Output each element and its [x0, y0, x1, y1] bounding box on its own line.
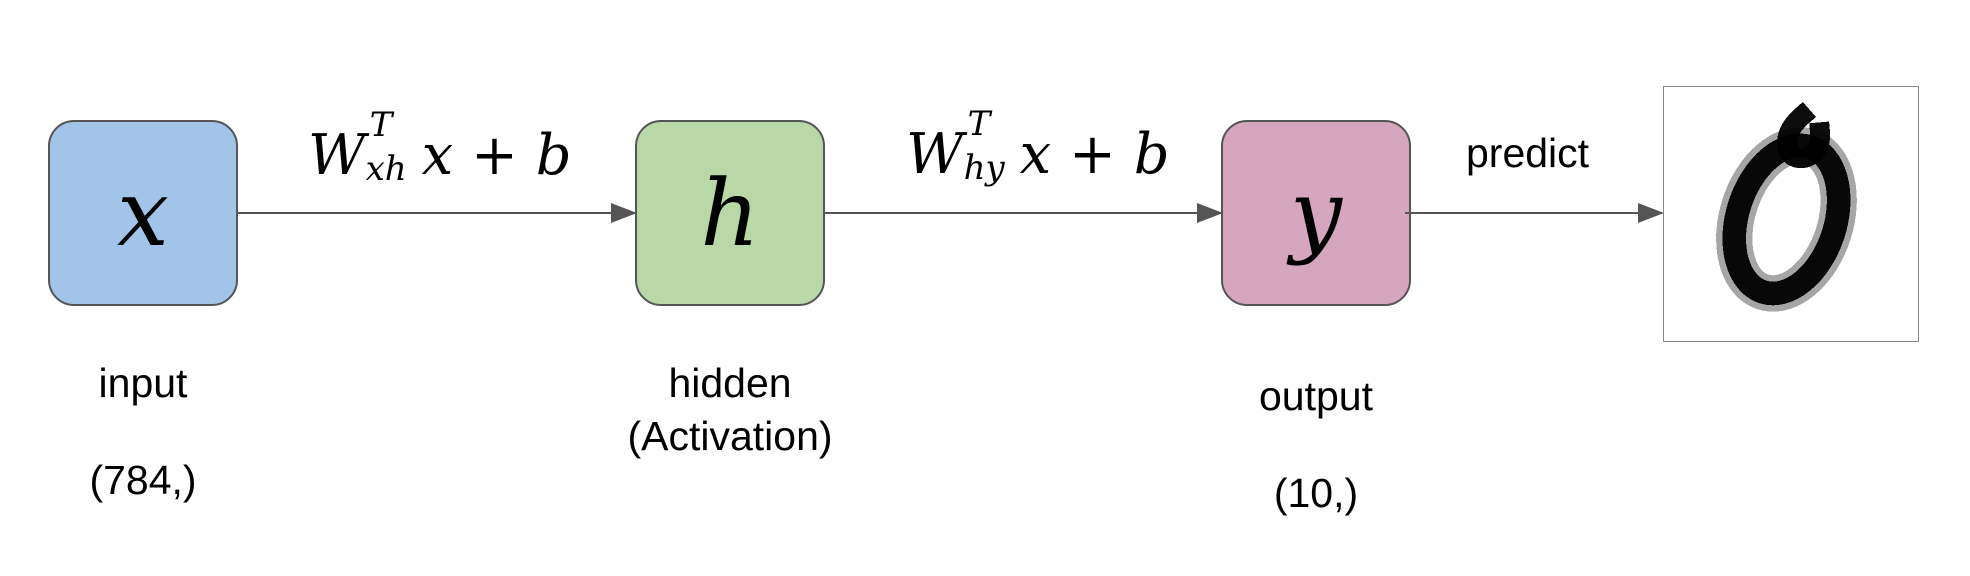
digit-zero-icon: [1716, 101, 1857, 312]
input-node: x: [48, 120, 238, 306]
weight-subscript: xh: [365, 149, 407, 189]
output-symbol: y: [1290, 159, 1342, 267]
plus-sign: +: [1051, 122, 1134, 187]
weight-symbol: W: [906, 122, 964, 187]
mnist-digit-image: [1663, 86, 1919, 342]
arrowhead-icon: [611, 203, 637, 223]
weight-subscript: hy: [963, 148, 1005, 188]
input-name-label: input: [98, 360, 188, 406]
hidden-name-label: hidden: [668, 360, 792, 406]
input-variable: x: [1019, 122, 1052, 187]
edge-output-to-prediction: [1405, 203, 1664, 223]
transpose-superscript: T: [369, 105, 393, 145]
predict-label: predict: [1466, 130, 1590, 176]
input-shape-label: (784,): [89, 457, 197, 503]
bias-symbol: b: [535, 123, 572, 188]
hidden-node: h: [635, 120, 825, 306]
arrowhead-icon: [1638, 203, 1664, 223]
edge-hidden-to-output: [825, 203, 1223, 223]
hidden-symbol: h: [700, 159, 760, 267]
input-variable: x: [421, 123, 454, 188]
weight-symbol: W: [308, 123, 366, 188]
output-shape-label: (10,): [1273, 470, 1359, 516]
arrowhead-icon: [1197, 203, 1223, 223]
transpose-superscript: T: [967, 104, 991, 144]
hidden-activation-label: (Activation): [627, 413, 833, 459]
input-symbol: x: [117, 159, 169, 267]
plus-sign: +: [453, 123, 536, 188]
output-node: y: [1221, 120, 1411, 306]
edge-input-to-hidden: [238, 203, 637, 223]
output-name-label: output: [1259, 373, 1373, 419]
bias-symbol: b: [1133, 122, 1170, 187]
